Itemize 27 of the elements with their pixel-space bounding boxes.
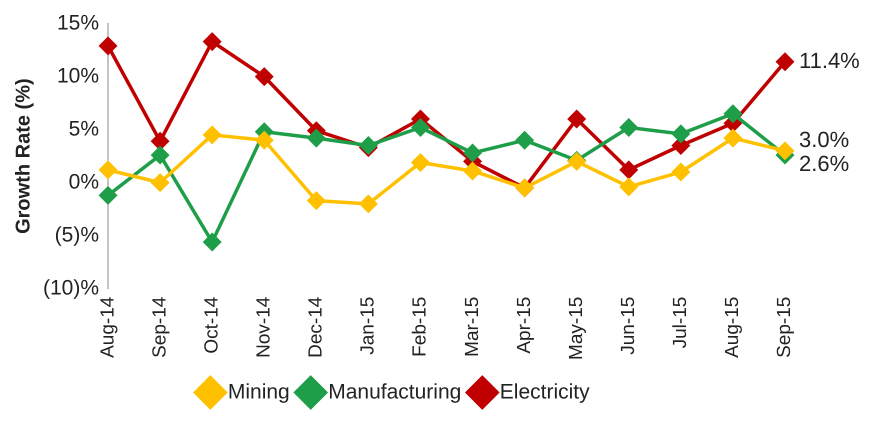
x-tick-label: Aug-15 <box>722 296 744 358</box>
x-tick-label: Mar-15 <box>462 296 483 357</box>
x-tick-label: Aug-14 <box>97 296 118 358</box>
x-tick-label: May-15 <box>566 296 587 360</box>
data-label: 11.4% <box>799 48 860 73</box>
x-tick-label: Dec-14 <box>306 296 327 358</box>
data-label: 3.0% <box>799 127 850 152</box>
y-tick-label: (5)% <box>54 223 100 246</box>
y-tick-label: 10% <box>56 64 100 88</box>
x-tick-label: Jun-15 <box>618 296 640 355</box>
x-tick-label: Jan-15 <box>358 296 379 355</box>
legend-label: Mining <box>228 380 290 404</box>
x-tick-label: Oct-14 <box>201 296 222 354</box>
x-tick-label: Sep-15 <box>774 296 796 358</box>
y-tick-label: 15% <box>56 11 100 34</box>
y-tick-label: 0% <box>68 170 100 194</box>
x-tick-label: Apr-15 <box>514 296 535 354</box>
x-tick-label: Feb-15 <box>410 296 431 357</box>
legend-label: Manufacturing <box>328 380 462 404</box>
x-tick-label: Sep-14 <box>149 296 170 358</box>
data-label: 2.6% <box>799 151 850 176</box>
y-tick-label: 5% <box>68 117 100 140</box>
legend-label: Electricity <box>500 380 590 404</box>
y-tick-label: (10)% <box>42 276 100 300</box>
y-axis-title: Growth Rate (%) <box>12 78 35 234</box>
x-tick-label: Nov-14 <box>253 296 274 358</box>
x-tick-label: Jul-15 <box>670 296 692 348</box>
